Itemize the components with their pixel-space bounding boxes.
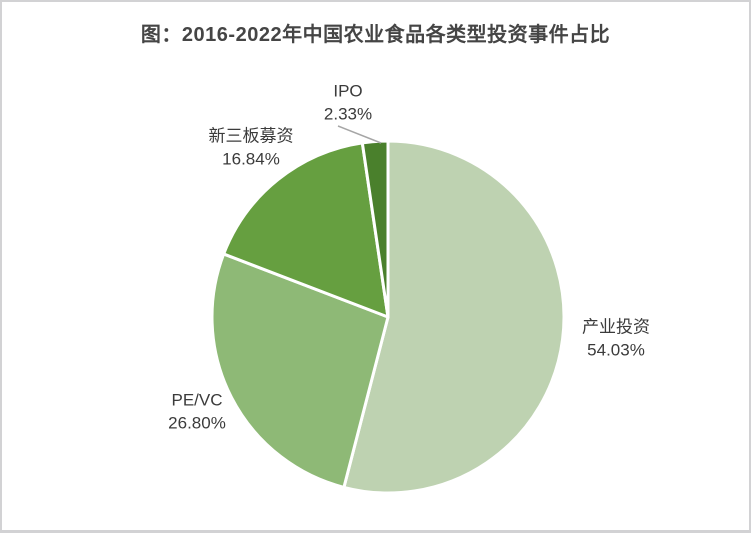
slice-category-text: PE/VC	[171, 390, 223, 410]
slice-percent-text: 16.84%	[222, 150, 280, 169]
slice-percent-text: 54.03%	[587, 341, 645, 360]
pie-slice-industry-investment	[342, 139, 566, 495]
chart-title: 图：2016-2022年中国农业食品各类型投资事件占比	[140, 24, 611, 46]
slice-category-text: IPO	[333, 81, 363, 101]
slice-category-text: 产业投资	[582, 317, 650, 337]
slice-percent-text: 2.33%	[323, 105, 373, 124]
pie-slice-pe-vc	[210, 252, 390, 489]
slice-label-ipo: IPO 2.33%	[324, 80, 372, 127]
slice-label-industry-investment: 产业投资 54.03%	[582, 316, 650, 363]
slice-label-neeq-fundraising: 新三板募资 16.84%	[209, 125, 294, 172]
ipo-leader-line	[337, 125, 382, 144]
slice-percent-text: 26.80%	[168, 414, 226, 433]
slice-label-pe-vc: PE/VC 26.80%	[168, 389, 226, 436]
pie-slice-neeq-fundraising	[222, 141, 390, 319]
slice-category-text: 新三板募资	[208, 126, 294, 146]
